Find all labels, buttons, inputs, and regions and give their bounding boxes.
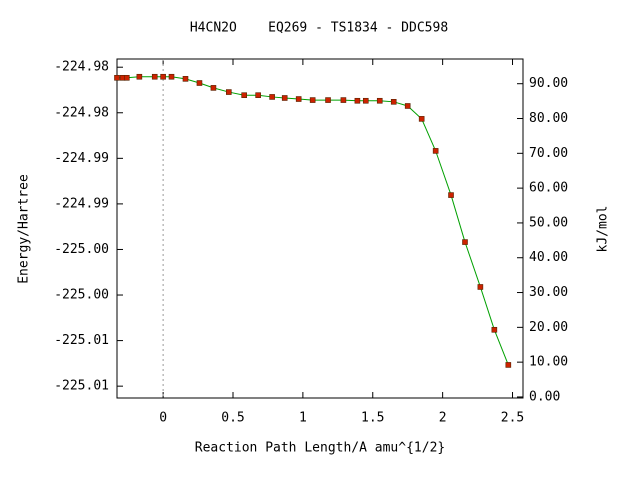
x-axis-label: Reaction Path Length/A amu^{1/2} — [195, 441, 445, 456]
data-point — [340, 97, 347, 103]
data-point — [390, 99, 397, 105]
data-point — [295, 96, 302, 102]
y2-tick-label: 70.00 — [529, 146, 568, 161]
x-tick-label: 2 — [439, 411, 447, 426]
y2-tick-label: 20.00 — [529, 320, 568, 335]
x-tick-label: 1.5 — [361, 411, 384, 426]
data-point — [196, 80, 203, 86]
y-tick-label: -225.00 — [54, 242, 109, 257]
y-axis-label: Energy/Hartree — [17, 174, 32, 284]
data-point — [325, 97, 331, 103]
data-point — [404, 103, 411, 109]
y2-tick-label: 90.00 — [529, 76, 568, 91]
y2-tick-label: 50.00 — [529, 215, 568, 230]
y2-tick-label: 60.00 — [529, 181, 568, 196]
y-tick-label: -224.98 — [54, 105, 109, 120]
data-point — [362, 97, 369, 104]
y-tick-label: -224.99 — [54, 196, 109, 211]
data-point — [448, 192, 454, 198]
data-point — [309, 97, 316, 103]
data-point — [281, 95, 288, 101]
data-point — [136, 73, 143, 80]
data-point — [210, 85, 217, 91]
data-point — [462, 239, 468, 245]
x-tick-label: 1 — [299, 411, 307, 426]
data-point — [123, 74, 130, 81]
chart-title: H4CN2O EQ269 - TS1834 - DDC598 — [190, 21, 448, 36]
x-tick-label: 2.5 — [501, 411, 524, 426]
x-tick-label: 0 — [159, 411, 167, 426]
y2-tick-label: 80.00 — [529, 111, 568, 126]
data-point — [114, 74, 120, 81]
data-point — [182, 76, 189, 82]
data-point — [505, 362, 512, 368]
series-line — [117, 76, 509, 366]
data-point — [269, 94, 275, 100]
data-point — [432, 148, 439, 154]
data-point — [255, 92, 261, 98]
data-point — [491, 326, 498, 333]
y-tick-label: -225.00 — [54, 288, 109, 303]
data-point — [477, 284, 484, 290]
y2-tick-label: 40.00 — [529, 250, 568, 265]
data-point — [168, 73, 175, 80]
plot-frame — [116, 58, 524, 399]
y2-axis-label: kJ/mol — [596, 206, 611, 253]
data-point — [418, 116, 425, 122]
y2-tick-label: 30.00 — [529, 285, 568, 300]
y-tick-label: -225.01 — [54, 379, 109, 394]
data-point — [160, 73, 166, 80]
y2-tick-label: 10.00 — [529, 355, 568, 370]
y2-tick-label: 0.00 — [529, 389, 560, 404]
y-tick-label: -224.99 — [54, 151, 109, 166]
y-tick-label: -225.01 — [54, 333, 109, 348]
data-point — [354, 97, 361, 104]
data-point — [151, 73, 158, 80]
data-point — [226, 89, 232, 95]
y-tick-label: -224.98 — [54, 60, 109, 75]
x-tick-label: 0.5 — [221, 411, 244, 426]
data-point — [376, 97, 383, 104]
data-point — [241, 92, 247, 98]
